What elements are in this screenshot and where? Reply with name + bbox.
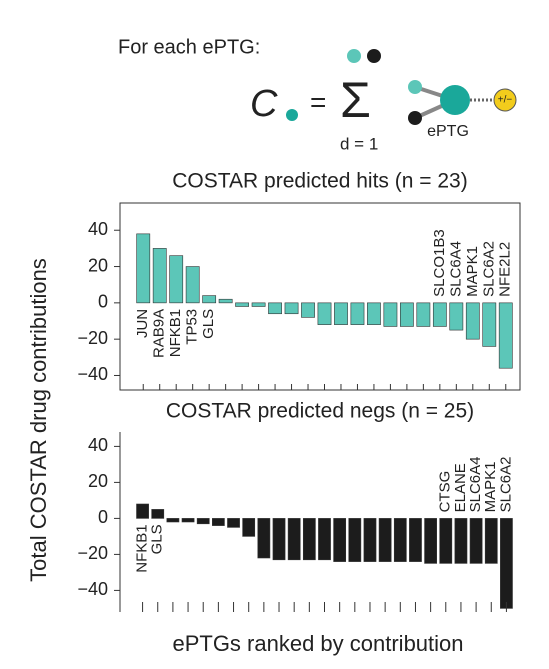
- y-tick-label: −20: [77, 543, 108, 563]
- bar: [409, 518, 422, 562]
- bar: [251, 302, 266, 307]
- subscript-dot: [286, 109, 298, 121]
- y-tick-label: 0: [98, 507, 108, 527]
- bar: [350, 302, 365, 325]
- y-tick-label: 0: [98, 292, 108, 312]
- charge-label: +/−: [498, 95, 513, 106]
- bar: [169, 255, 184, 304]
- bar: [432, 302, 447, 327]
- lower-limit: d = 1: [340, 134, 378, 153]
- bar: [136, 503, 149, 519]
- bar: [363, 518, 377, 562]
- bar: [202, 295, 217, 304]
- chart-title: COSTAR predicted negs (n = 25): [166, 400, 474, 423]
- bar: [268, 302, 282, 315]
- bar: [212, 518, 225, 526]
- y-tick-label: −40: [77, 579, 108, 599]
- bar-label: SLC6A4: [447, 241, 464, 297]
- bar: [227, 518, 240, 528]
- bar: [378, 518, 392, 562]
- y-tick-label: −20: [77, 328, 108, 348]
- bar-label: NFKB1: [167, 309, 184, 357]
- bar: [439, 518, 453, 564]
- bar: [287, 518, 301, 561]
- node: [408, 111, 422, 125]
- bar: [151, 509, 165, 519]
- bar: [454, 518, 468, 564]
- bar: [399, 302, 414, 327]
- bar: [424, 518, 437, 564]
- bar: [136, 233, 151, 304]
- bar: [235, 302, 250, 307]
- bar: [301, 302, 315, 318]
- bar-label: MAPK1: [482, 462, 499, 513]
- bar: [449, 302, 464, 331]
- bar-label: SLCO1B3: [431, 229, 448, 297]
- bar: [393, 518, 407, 562]
- bar-label: NFKB1: [134, 524, 151, 572]
- bar: [284, 302, 299, 315]
- bar: [152, 248, 167, 304]
- bar: [416, 302, 431, 327]
- dot: [347, 49, 361, 63]
- node: [440, 85, 470, 115]
- equals: =: [310, 86, 326, 117]
- y-axis-label: Total COSTAR drug contributions: [26, 258, 51, 582]
- bar-label: GLS: [149, 524, 166, 554]
- bar: [218, 298, 233, 304]
- node: [408, 80, 422, 94]
- intro: For each ePTG:: [118, 36, 260, 58]
- bar: [469, 518, 483, 564]
- bar: [318, 518, 331, 561]
- bar-label: TP53: [184, 309, 201, 345]
- x-axis-label: ePTGs ranked by contribution: [172, 631, 463, 656]
- bar: [181, 518, 195, 523]
- bar-label: ELANE: [452, 463, 469, 512]
- bar: [500, 518, 513, 609]
- bar-label: SLC6A4: [467, 457, 484, 513]
- symbol: C: [250, 83, 278, 125]
- y-tick-label: 20: [88, 471, 108, 491]
- bar: [166, 518, 180, 523]
- chart-title: COSTAR predicted hits (n = 23): [172, 170, 467, 193]
- y-tick-label: 40: [88, 219, 108, 239]
- bar-label: RAB9A: [151, 309, 168, 358]
- bar: [484, 518, 498, 564]
- bar: [333, 518, 347, 562]
- bar: [302, 518, 316, 561]
- y-tick-label: −40: [77, 364, 108, 384]
- bar-label: CTSG: [437, 471, 454, 513]
- bar: [242, 518, 256, 537]
- y-tick-label: 40: [88, 435, 108, 455]
- bar: [465, 302, 480, 340]
- plot-frame: [119, 202, 521, 391]
- node-label: ePTG: [427, 123, 469, 140]
- dot: [367, 49, 381, 63]
- bar-label: GLS: [200, 309, 217, 339]
- bar: [482, 302, 497, 347]
- bar: [367, 302, 381, 325]
- bar: [498, 302, 513, 369]
- bar: [317, 302, 332, 325]
- bar: [272, 518, 286, 561]
- y-tick-label: 20: [88, 255, 108, 275]
- bar-label: NFE2L2: [497, 242, 514, 297]
- bar: [185, 266, 200, 304]
- sum: Σ: [340, 72, 371, 128]
- bar-label: SLC6A2: [497, 457, 514, 513]
- bar: [257, 518, 271, 559]
- charge: [493, 88, 517, 112]
- bar: [334, 302, 348, 325]
- bar: [348, 518, 362, 562]
- bar: [383, 302, 398, 327]
- bar-label: MAPK1: [464, 246, 481, 297]
- bar: [196, 518, 210, 525]
- bar-label: JUN: [134, 309, 151, 338]
- bar-label: SLC6A2: [480, 241, 497, 297]
